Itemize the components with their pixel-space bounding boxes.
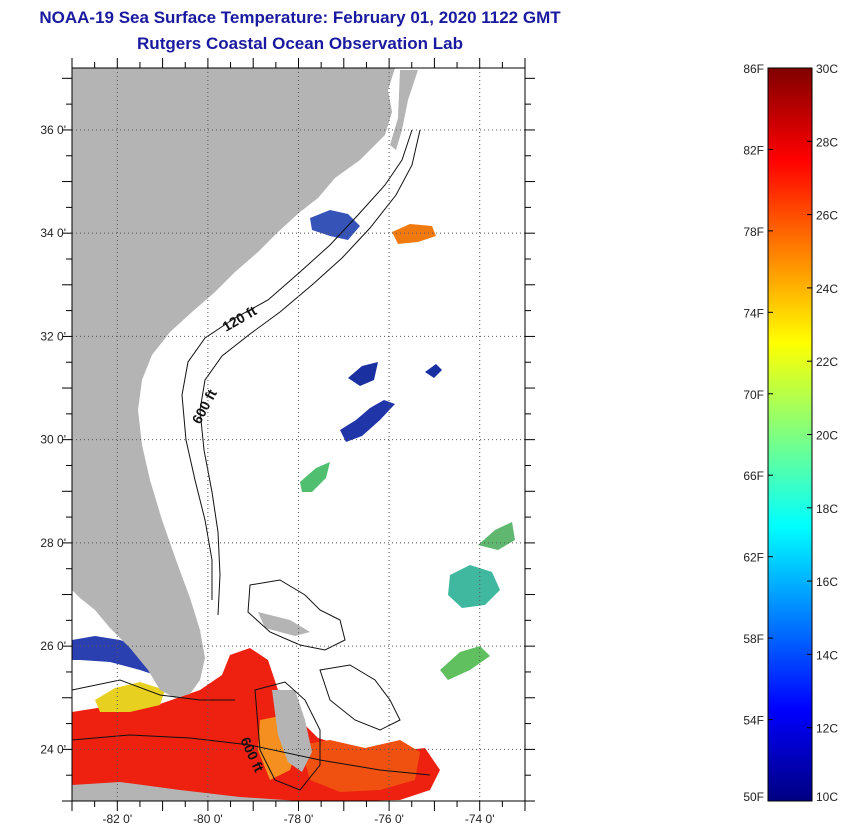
land-andros-island: [272, 690, 312, 772]
sst-patch-blue-east: [425, 364, 442, 378]
colorbar-c-label: 16C: [816, 575, 838, 589]
lon-tick-label: -78 0': [284, 812, 314, 826]
lat-tick-label: 32 0': [40, 329, 66, 343]
sst-patch-gulf-stream-east: [300, 740, 420, 792]
map-area: 120 ft 600 ft 600 ft 36 0'34 0'32 0'30 0…: [40, 58, 535, 826]
lat-tick-label: 24 0': [40, 742, 66, 756]
colorbar-c-label: 14C: [816, 648, 838, 662]
lon-tick-label: -80 0': [193, 812, 223, 826]
colorbar-f-label: 58F: [743, 632, 764, 646]
sst-patch-green-east: [440, 646, 490, 680]
colorbar-c-label: 22C: [816, 355, 838, 369]
colorbar-c-label: 20C: [816, 429, 838, 443]
colorbar-f-label: 78F: [743, 225, 764, 239]
contour-120ft: [181, 129, 413, 600]
lat-tick-label: 28 0': [40, 536, 66, 550]
colorbar-f-label: 82F: [743, 143, 764, 157]
axis-tick-labels: 36 0' 34 0' 32 0' 30 0' 28 0' 26 0' 24 0' -82 0…: [40, 123, 494, 826]
sst-patch-blue-center: [340, 400, 395, 442]
colorbar-f-label: 70F: [743, 388, 764, 402]
colorbar-celsius-scale: 30C 28C 26C 24C 22C 20C 18C 16C 14C 12C 10C: [807, 62, 838, 804]
land-grand-bahama: [258, 612, 310, 636]
contour-bahamas-1: [247, 579, 346, 651]
sst-patches: [72, 210, 515, 801]
sst-patch-blue-coast: [310, 210, 360, 240]
colorbar-c-label: 10C: [816, 790, 838, 804]
axis-ticks: [62, 58, 535, 811]
colorbar-f-label: 66F: [743, 469, 764, 483]
contour-gulf: [72, 734, 431, 776]
sst-patch-florida-bay: [95, 682, 165, 712]
sst-patch-green-northeast: [448, 565, 500, 608]
sst-patch-green-center: [300, 462, 330, 492]
sst-patch-blue-mid: [348, 362, 378, 386]
land-southeast-us: [72, 68, 395, 698]
depth-contours: [72, 129, 431, 791]
colorbar-f-label: 74F: [743, 306, 764, 320]
colorbar-f-label: 54F: [743, 714, 764, 728]
colorbar-f-label: 50F: [743, 790, 764, 804]
lon-tick-label: -76 0': [374, 812, 404, 826]
colorbar-c-label: 12C: [816, 722, 838, 736]
lat-tick-label: 30 0': [40, 433, 66, 447]
land-cuba: [72, 782, 300, 801]
lat-tick-label: 26 0': [40, 639, 66, 653]
sst-patch-northeast-orange: [392, 224, 436, 244]
colorbar-f-label: 86F: [743, 62, 764, 76]
contour-florida-keys: [72, 679, 235, 701]
colorbar-f-label: 62F: [743, 551, 764, 565]
sst-patch-green-far-east: [478, 522, 515, 550]
colorbar-c-label: 30C: [816, 62, 838, 76]
colorbar-fahrenheit-scale: 86F 82F 78F 74F 70F 66F 62F 58F 54F 50F: [743, 62, 773, 804]
lon-tick-label: -82 0': [102, 812, 132, 826]
contour-600ft: [199, 129, 421, 616]
lat-tick-label: 36 0': [40, 123, 66, 137]
map-subtitle: Rutgers Coastal Ocean Observation Lab: [137, 34, 463, 53]
contour-bahamas-2: [319, 664, 401, 731]
colorbar-c-label: 24C: [816, 282, 838, 296]
colorbar-c-label: 28C: [816, 135, 838, 149]
map-frame: [71, 67, 526, 802]
lon-tick-label: -74 0': [465, 812, 495, 826]
colorbar: 86F 82F 78F 74F 70F 66F 62F 58F 54F 50F 30C 28C 26C…: [743, 62, 838, 804]
colorbar-c-label: 18C: [816, 502, 838, 516]
contour-bahamas-3: [254, 681, 321, 791]
map-title: NOAA-19 Sea Surface Temperature: Februar…: [39, 8, 561, 27]
colorbar-c-label: 26C: [816, 209, 838, 223]
lat-tick-label: 34 0': [40, 226, 66, 240]
colorbar-gradient: [767, 67, 813, 802]
